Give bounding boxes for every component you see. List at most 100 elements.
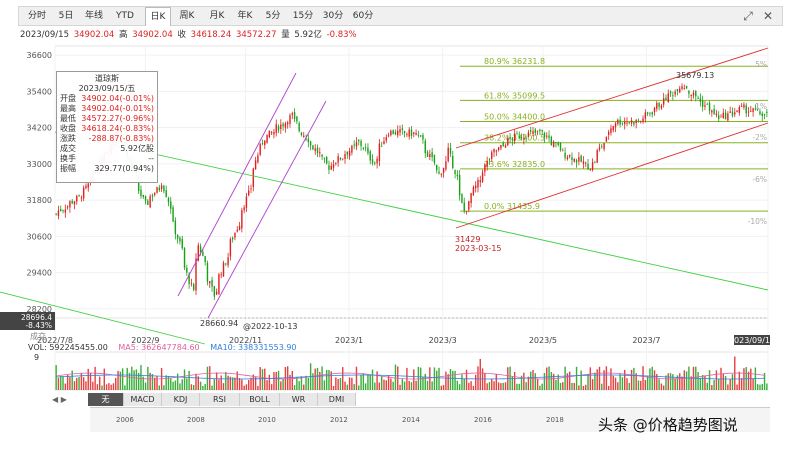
volume-bar (250, 377, 252, 390)
volume-bar (470, 381, 472, 390)
volume-bar (328, 369, 330, 390)
volume-ma5-line (56, 372, 765, 380)
candle-body (142, 195, 144, 197)
tab-30min[interactable]: 30分 (322, 11, 344, 21)
candle-body (665, 97, 667, 100)
candle-body (525, 138, 527, 140)
candle-body (708, 102, 711, 111)
pct-tick-label: 1% (755, 102, 767, 111)
volume-bar (367, 374, 369, 390)
candle-body (78, 195, 80, 197)
volume-bar (729, 379, 731, 390)
volume-bar (504, 382, 507, 390)
candle-body (383, 141, 385, 145)
candle-body (690, 94, 692, 97)
candle-body (277, 126, 280, 131)
trendline-layer (0, 47, 769, 345)
tab-ytd[interactable]: YTD (116, 11, 134, 21)
current-price-label: 28696.4 (21, 313, 52, 322)
candle-body (183, 247, 186, 268)
candle-body (243, 207, 245, 211)
x-tick-label: 2023/7 (632, 336, 660, 345)
tab-5day[interactable]: 5日 (58, 11, 74, 21)
volume-bar (445, 371, 447, 390)
volume-bar (355, 366, 358, 390)
candle-body (463, 202, 465, 212)
volume-bar (215, 372, 218, 390)
candle-body (330, 165, 332, 170)
tab-5min[interactable]: 5分 (265, 11, 281, 21)
volume-bar (101, 385, 103, 390)
volume-bar (575, 366, 578, 390)
candle-body (296, 116, 298, 122)
tab-60min[interactable]: 60分 (352, 11, 374, 21)
tab-15min[interactable]: 15分 (292, 11, 314, 21)
volume-bar (612, 375, 614, 390)
volume-bar (747, 371, 750, 390)
candle-body (479, 180, 481, 183)
volume-bar (679, 373, 681, 390)
volume-bar (681, 376, 683, 390)
volume-bar (300, 376, 303, 390)
indicator-kdj[interactable]: KDJ (162, 393, 200, 406)
tab-timeshare[interactable]: 分时 (27, 11, 46, 21)
volume-bar (637, 380, 640, 390)
tab-weekly-k[interactable]: 周K (179, 11, 195, 21)
volume-bar (339, 378, 342, 390)
volume-bar (500, 383, 502, 390)
fib-level-label: 80.9% 36231.8 (484, 57, 545, 66)
tooltip-row-volume: 成交 5.92亿股 (60, 144, 154, 154)
volume-bar (651, 366, 653, 390)
x-current-date-box (734, 335, 770, 345)
candle-body (229, 239, 232, 257)
candle-body (316, 147, 319, 153)
volume-bar (683, 370, 686, 390)
tab-year-line[interactable]: 年线 (84, 11, 103, 21)
expand-icon[interactable]: ⤢ (743, 9, 753, 23)
candle-body (619, 119, 621, 125)
fib-level-label: 0.0% 31435.9 (484, 202, 540, 211)
tab-monthly-k[interactable]: 月K (209, 11, 225, 21)
tab-yearly-k[interactable]: 年K (237, 11, 253, 21)
indicator-macd[interactable]: MACD (124, 393, 162, 406)
volume-bar (403, 381, 406, 390)
candle-body (587, 163, 589, 170)
collapse-icon[interactable]: ✕ (762, 9, 774, 23)
volume-bar (665, 375, 667, 390)
pct-tick-label: -10% (748, 217, 767, 226)
candle-body (87, 183, 89, 188)
candle-body (303, 135, 305, 137)
candle-body (367, 147, 369, 154)
volume-bar (167, 376, 170, 390)
indicator-dmi[interactable]: DMI (318, 393, 356, 406)
candle-body (436, 164, 438, 171)
volume-bar (626, 378, 628, 390)
candle-body (241, 210, 243, 229)
candle-body (225, 263, 227, 265)
candle-body (649, 113, 651, 115)
tooltip-title: 道琼斯 (95, 74, 119, 83)
volume-bar (738, 371, 741, 390)
candle-body (734, 112, 736, 115)
candle-body (339, 157, 342, 160)
candle-body (745, 105, 747, 114)
volume-bar (110, 384, 112, 390)
candle-body (362, 147, 365, 149)
tab-daily-k[interactable]: 日K (145, 7, 171, 26)
indicator-boll[interactable]: BOLL (240, 393, 280, 406)
indicator-scroll-arrows[interactable]: ◀ ▶ (52, 395, 67, 404)
volume-bar (422, 376, 424, 390)
candle-body (60, 209, 62, 212)
candle-body (493, 149, 495, 153)
y-tick-label: 31800 (27, 196, 52, 205)
range-navigator[interactable]: 2006 2008 2010 2012 2014 2016 2018 (90, 407, 770, 432)
candle-body (213, 286, 216, 297)
indicator-wr[interactable]: WR (280, 393, 318, 406)
candle-body (550, 137, 553, 146)
volume-bar (621, 377, 624, 390)
indicator-none[interactable]: 无 (88, 393, 124, 406)
volume-bar (766, 383, 768, 390)
indicator-rsi[interactable]: RSI (200, 393, 240, 406)
